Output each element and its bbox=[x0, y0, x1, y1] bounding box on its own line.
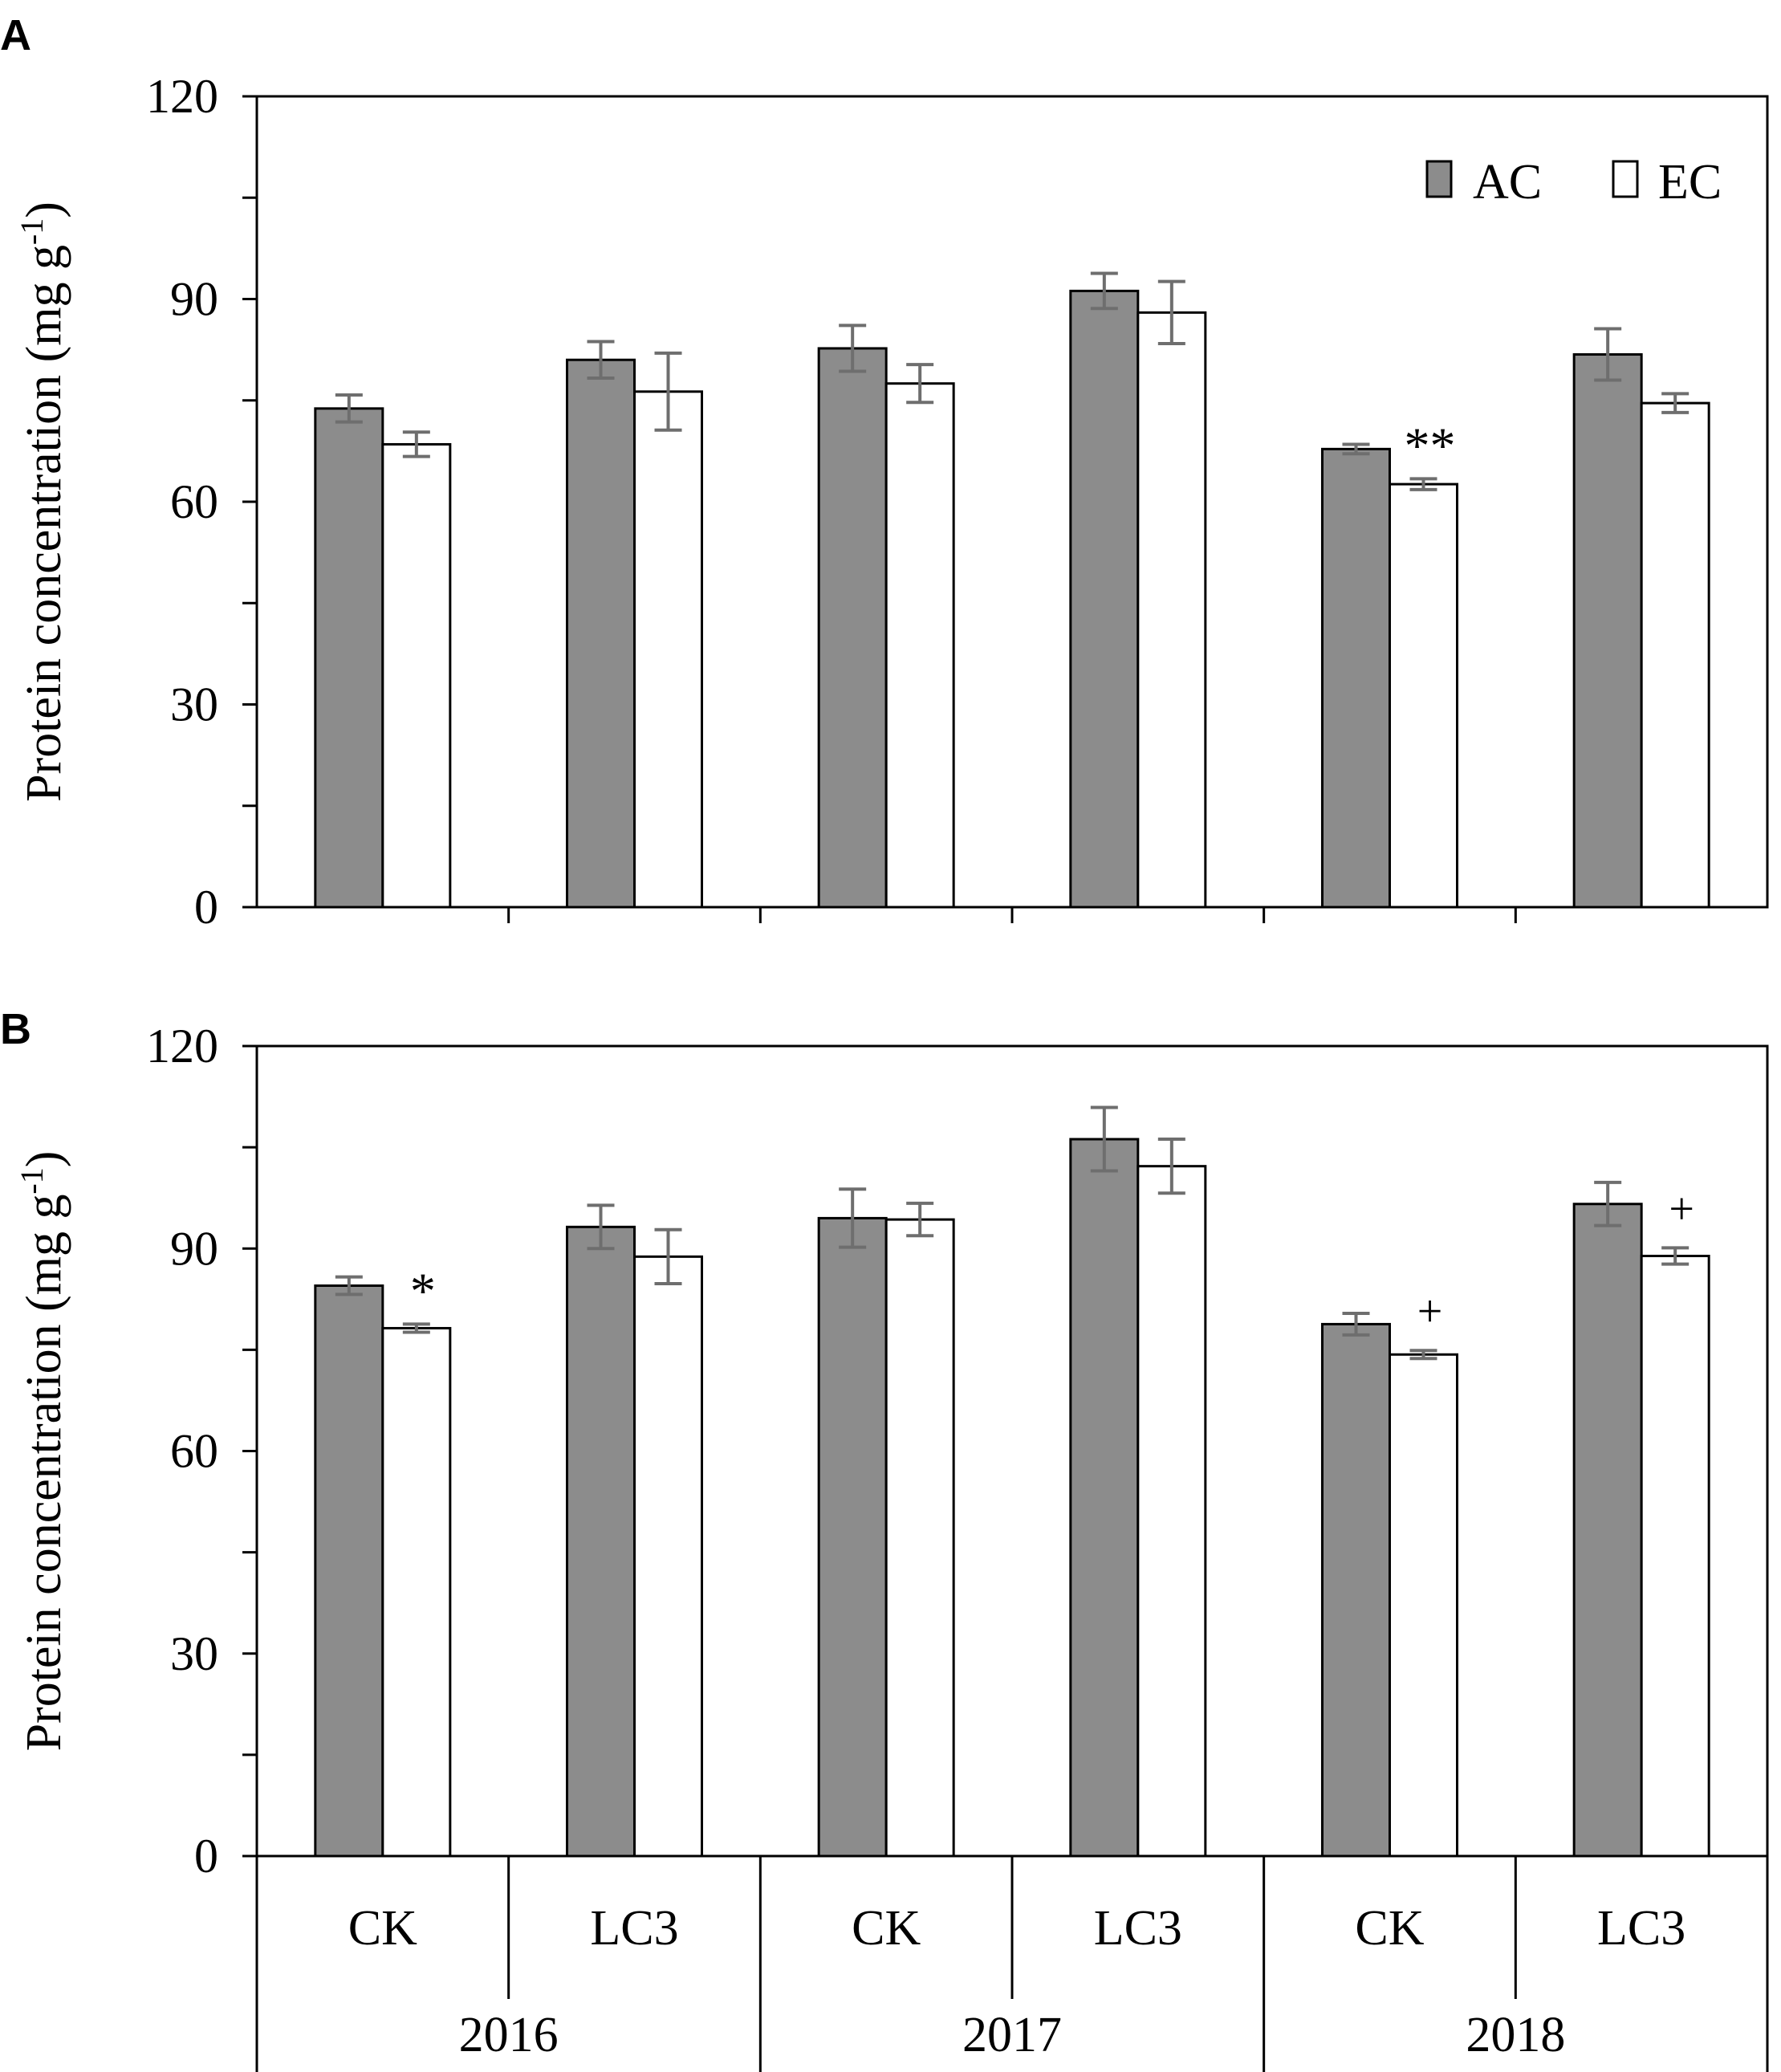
x-treatment-label: LC3 bbox=[1094, 1901, 1182, 1956]
significance-marker: ** bbox=[1405, 417, 1456, 474]
bar-ec-3 bbox=[1137, 1165, 1207, 1858]
bar-ec-4 bbox=[1389, 482, 1458, 909]
x-treatment-label: CK bbox=[348, 1901, 417, 1956]
bar-ec-1 bbox=[633, 390, 703, 909]
y-axis-label-main: Protein concentration (mg g bbox=[17, 1195, 71, 1752]
bar-ec-2 bbox=[884, 382, 955, 909]
panel-b bbox=[242, 1044, 1769, 2072]
bar-ac-2 bbox=[817, 347, 888, 909]
x-year-label: 2017 bbox=[962, 2008, 1062, 2062]
bar-ac-4 bbox=[1321, 1322, 1391, 1858]
panel-label: A bbox=[0, 11, 31, 59]
x-treatment-label: LC3 bbox=[590, 1901, 678, 1956]
plot-frame bbox=[255, 1044, 1769, 1858]
y-tick-label: 60 bbox=[170, 1425, 218, 1478]
bar-ac-1 bbox=[566, 1225, 636, 1858]
x-treatment-label: LC3 bbox=[1597, 1901, 1685, 1956]
bar-ac-5 bbox=[1572, 353, 1643, 909]
y-tick-label: 90 bbox=[170, 273, 218, 326]
y-tick-label: 0 bbox=[194, 1830, 218, 1883]
bar-ec-1 bbox=[633, 1255, 703, 1858]
bar-ac-0 bbox=[314, 1284, 384, 1858]
legend-ac-swatch bbox=[1425, 160, 1453, 198]
bar-ec-5 bbox=[1640, 401, 1710, 909]
y-axis-label: Protein concentration (mg g-1) bbox=[14, 1151, 72, 1752]
significance-marker: * bbox=[410, 1262, 436, 1319]
bar-ec-0 bbox=[381, 1326, 452, 1858]
bar-ec-2 bbox=[884, 1218, 955, 1858]
bar-ec-4 bbox=[1389, 1353, 1458, 1858]
bar-ac-2 bbox=[817, 1216, 888, 1858]
y-axis-label-superscript: -1 bbox=[14, 1167, 50, 1194]
significance-marker: + bbox=[1417, 1287, 1443, 1337]
bar-ac-3 bbox=[1069, 289, 1140, 909]
y-axis-label-superscript: -1 bbox=[14, 218, 50, 245]
bar-ec-0 bbox=[381, 442, 452, 909]
bar-ec-5 bbox=[1640, 1254, 1710, 1858]
x-treatment-label: CK bbox=[852, 1901, 921, 1956]
panel-label: B bbox=[0, 1005, 31, 1053]
bar-ec-3 bbox=[1137, 311, 1207, 909]
y-tick-label: 30 bbox=[170, 1627, 218, 1680]
legend-ac-label: AC bbox=[1473, 155, 1542, 210]
significance-marker: + bbox=[1669, 1184, 1694, 1234]
plot-frame bbox=[255, 95, 1769, 909]
y-tick-label: 60 bbox=[170, 475, 218, 528]
y-axis-label-close: ) bbox=[17, 202, 71, 218]
bar-ac-1 bbox=[566, 358, 636, 909]
x-year-label: 2018 bbox=[1466, 2008, 1565, 2062]
y-axis-label: Protein concentration (mg g-1) bbox=[14, 202, 72, 802]
bar-ac-3 bbox=[1069, 1138, 1140, 1858]
y-tick-label: 30 bbox=[170, 678, 218, 731]
y-axis-label-close: ) bbox=[17, 1151, 71, 1168]
y-tick-label: 120 bbox=[146, 1020, 218, 1073]
y-axis-label-main: Protein concentration (mg g bbox=[17, 245, 71, 802]
y-tick-label: 0 bbox=[194, 881, 218, 934]
y-tick-label: 120 bbox=[146, 70, 218, 123]
legend-ec-label: EC bbox=[1658, 155, 1722, 210]
panel-a bbox=[242, 95, 1769, 923]
bar-ac-5 bbox=[1572, 1203, 1643, 1858]
bar-ac-0 bbox=[314, 407, 384, 909]
y-tick-label: 90 bbox=[170, 1222, 218, 1275]
bar-ac-4 bbox=[1321, 447, 1391, 909]
x-treatment-label: CK bbox=[1355, 1901, 1424, 1956]
x-year-label: 2016 bbox=[459, 2008, 559, 2062]
legend-ec-swatch bbox=[1612, 160, 1639, 198]
